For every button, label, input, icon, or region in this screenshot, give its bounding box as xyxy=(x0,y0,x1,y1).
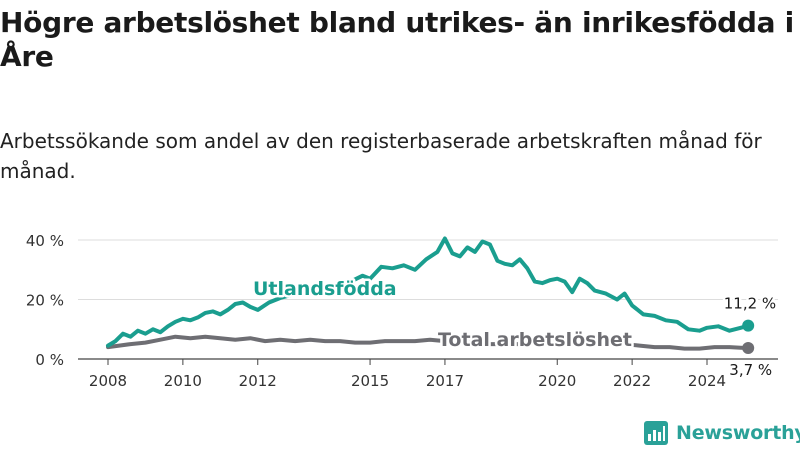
grid-lines xyxy=(78,239,778,360)
x-tick-label: 2010 xyxy=(164,372,202,390)
x-tick-label: 2008 xyxy=(89,372,127,390)
series-lines xyxy=(106,236,755,354)
bar-chart-logo-icon xyxy=(644,421,668,445)
chart-title: Högre arbetslöshet bland utrikes- än inr… xyxy=(0,6,794,73)
series-label-utlandsfodda: Utlandsfödda xyxy=(253,278,397,300)
x-axis-ticks: 2008 2010 2012 2015 2017 2020 2022 2024 xyxy=(89,359,726,390)
y-axis-ticks: 0 % 20 % 40 % xyxy=(26,232,64,369)
y-tick-label: 20 % xyxy=(26,292,64,310)
x-tick-label: 2024 xyxy=(688,372,726,390)
end-value-total: 3,7 % xyxy=(729,361,772,379)
y-tick-label: 40 % xyxy=(26,232,64,250)
x-tick-label: 2012 xyxy=(239,372,277,390)
newsworthy-logo: Newsworthy xyxy=(644,420,800,446)
series-label-total: Total arbetslöshet xyxy=(438,329,632,351)
brand-name: Newsworthy xyxy=(676,422,800,444)
series-line-utlandsfodda xyxy=(106,236,751,348)
y-tick-label: 0 % xyxy=(35,351,64,369)
x-tick-label: 2020 xyxy=(538,372,576,390)
end-point-total xyxy=(742,341,755,354)
end-value-utlandsfodda: 11,2 % xyxy=(724,295,776,313)
series-labels: Utlandsfödda Total arbetslöshet 11,2 % 3,7 … xyxy=(251,276,779,382)
x-tick-label: 2022 xyxy=(613,372,651,390)
x-tick-label: 2017 xyxy=(426,372,464,390)
series-line-total xyxy=(106,334,751,351)
x-tick-label: 2015 xyxy=(351,372,389,390)
end-point-utlandsfodda xyxy=(742,319,755,332)
chart-subtitle: Arbetssökande som andel av den registerb… xyxy=(0,129,762,183)
